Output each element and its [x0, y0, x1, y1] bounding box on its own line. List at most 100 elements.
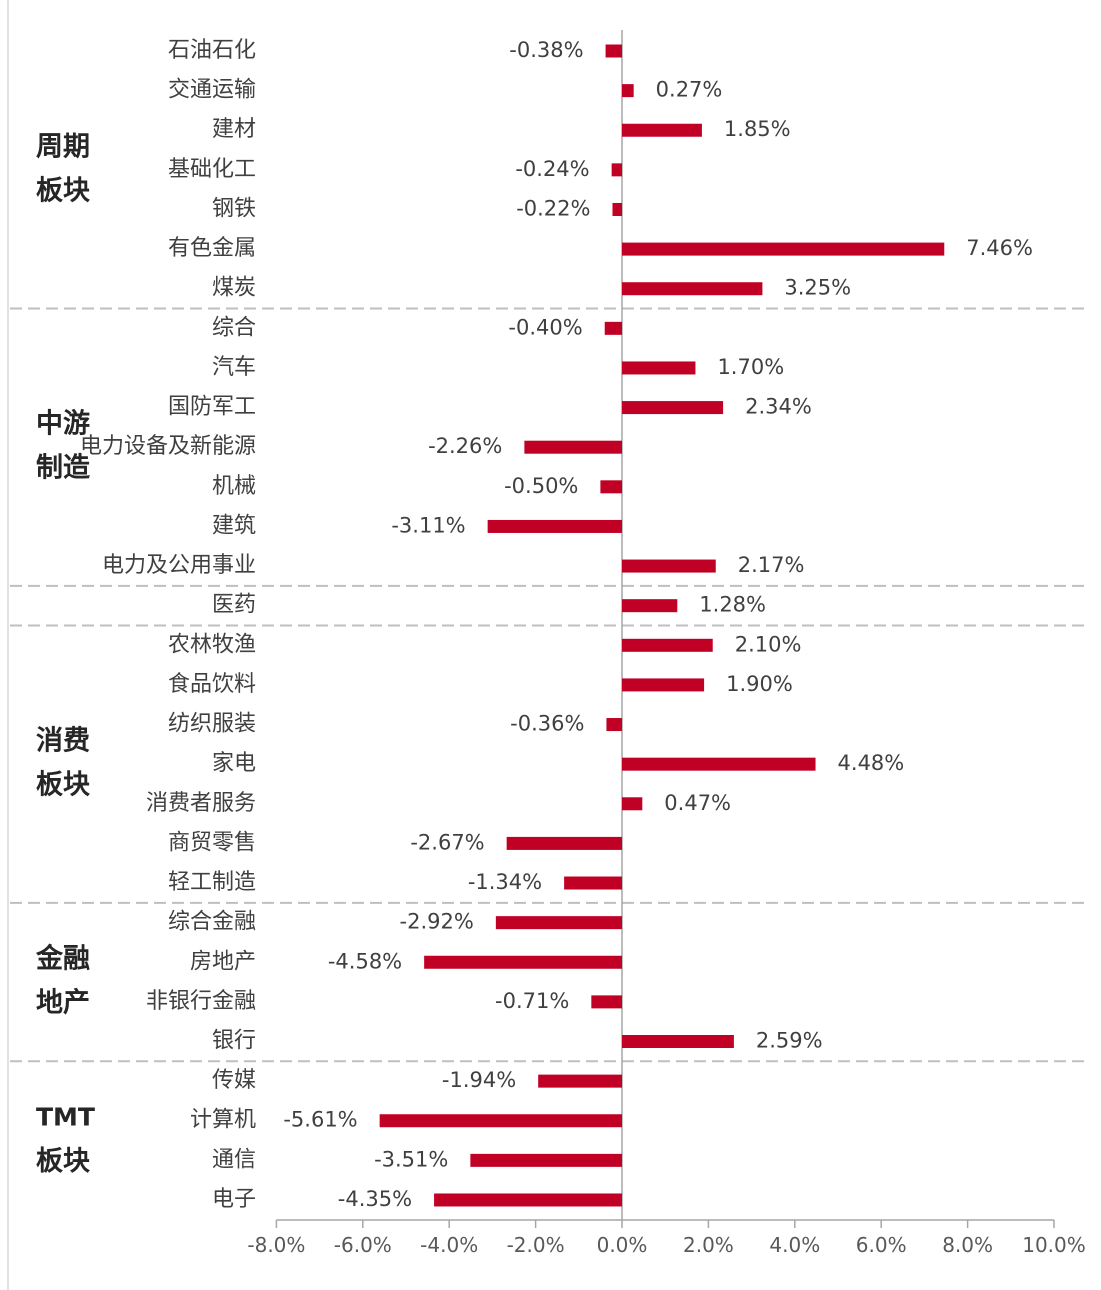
data-label: 7.46% — [966, 236, 1033, 260]
group-label: 地产 — [36, 988, 90, 1019]
bar — [424, 955, 622, 969]
data-label: 0.27% — [656, 78, 723, 102]
group-label: 周期 — [36, 131, 90, 162]
category-label: 通信 — [212, 1147, 256, 1172]
category-label: 机械 — [212, 474, 256, 499]
bar — [604, 321, 622, 335]
bar — [487, 519, 622, 533]
category-label: 计算机 — [190, 1108, 256, 1133]
x-tick-label: -2.0% — [507, 1233, 565, 1257]
bar — [622, 242, 945, 256]
data-label: -2.92% — [400, 910, 474, 934]
data-label: -5.61% — [283, 1108, 357, 1132]
category-label: 食品饮料 — [168, 672, 256, 697]
bar — [622, 361, 696, 375]
data-label: -0.36% — [510, 712, 584, 736]
category-label: 综合 — [212, 315, 256, 340]
data-label: -0.71% — [495, 989, 569, 1013]
category-label: 农林牧渔 — [168, 632, 256, 657]
data-label: 1.70% — [717, 355, 784, 379]
category-label: 钢铁 — [212, 196, 256, 221]
x-tick-label: 10.0% — [1022, 1233, 1086, 1257]
category-label: 非银行金融 — [146, 989, 256, 1014]
bar — [591, 995, 622, 1009]
category-label: 建材 — [212, 117, 256, 142]
category-label: 有色金属 — [168, 236, 256, 261]
data-label: -3.11% — [391, 513, 465, 537]
bar — [611, 163, 622, 177]
x-tick-label: -6.0% — [334, 1233, 392, 1257]
bar — [622, 599, 678, 613]
bar — [622, 123, 702, 137]
category-label: 国防军工 — [168, 395, 256, 420]
data-label: 2.17% — [738, 553, 805, 577]
bar — [622, 638, 713, 652]
data-label: -0.38% — [509, 38, 583, 62]
data-label: 1.28% — [699, 593, 766, 617]
data-label: -2.26% — [428, 434, 502, 458]
bar — [622, 1035, 734, 1048]
category-label: 综合金融 — [168, 910, 256, 935]
data-label: -0.40% — [508, 315, 582, 339]
x-tick-label: 2.0% — [683, 1233, 734, 1257]
bar — [495, 916, 622, 930]
data-label: 4.48% — [838, 751, 905, 775]
group-label: 板块 — [36, 1146, 91, 1177]
category-label: 汽车 — [212, 355, 256, 380]
group-label: 板块 — [36, 175, 91, 206]
data-label: -3.51% — [374, 1147, 448, 1171]
category-label: 房地产 — [190, 949, 256, 974]
category-label: 煤炭 — [212, 276, 256, 301]
category-label: 银行 — [212, 1029, 256, 1054]
category-label: 电力设备及新能源 — [80, 434, 256, 459]
data-label: -1.34% — [468, 870, 542, 894]
group-label: 板块 — [36, 770, 91, 801]
bar — [538, 1074, 622, 1088]
group-label: 制造 — [36, 453, 90, 484]
category-label: 电力及公用事业 — [102, 553, 256, 578]
x-tick-label: -8.0% — [247, 1233, 305, 1257]
bar — [600, 480, 622, 494]
x-tick-label: 4.0% — [769, 1233, 820, 1257]
category-label: 交通运输 — [168, 78, 256, 103]
bar — [470, 1153, 622, 1167]
data-label: 2.10% — [735, 632, 802, 656]
bar — [622, 559, 716, 573]
data-label: 2.59% — [756, 1029, 823, 1053]
category-label: 家电 — [212, 751, 256, 776]
data-label: -1.94% — [442, 1068, 516, 1092]
data-label: -4.58% — [328, 949, 402, 973]
bar — [506, 836, 622, 850]
group-label: 金融 — [35, 943, 90, 975]
bar — [622, 797, 643, 811]
bar — [622, 401, 724, 415]
x-tick-label: 6.0% — [856, 1233, 907, 1257]
category-label: 传媒 — [212, 1068, 256, 1093]
category-label: 电子 — [212, 1187, 256, 1212]
bar — [622, 678, 705, 692]
data-label: -4.35% — [338, 1187, 412, 1211]
group-label: TMT — [36, 1103, 95, 1132]
bar — [605, 44, 622, 58]
category-label: 消费者服务 — [146, 791, 256, 816]
bar — [606, 718, 622, 732]
data-label: 1.90% — [726, 672, 793, 696]
category-label: 轻工制造 — [168, 870, 256, 895]
bar — [524, 440, 622, 454]
bar — [564, 876, 622, 890]
bar — [379, 1114, 622, 1128]
x-tick-label: -4.0% — [420, 1233, 478, 1257]
group-label: 中游 — [36, 409, 90, 440]
data-label: 2.34% — [745, 395, 812, 419]
group-label: 消费 — [36, 726, 90, 757]
bar — [434, 1193, 622, 1207]
data-label: 1.85% — [724, 117, 791, 141]
bar — [612, 202, 622, 216]
data-label: -0.22% — [516, 196, 590, 220]
data-label: -2.67% — [410, 830, 484, 854]
category-label: 基础化工 — [168, 157, 256, 182]
category-label: 医药 — [212, 593, 256, 618]
data-label: -0.50% — [504, 474, 578, 498]
